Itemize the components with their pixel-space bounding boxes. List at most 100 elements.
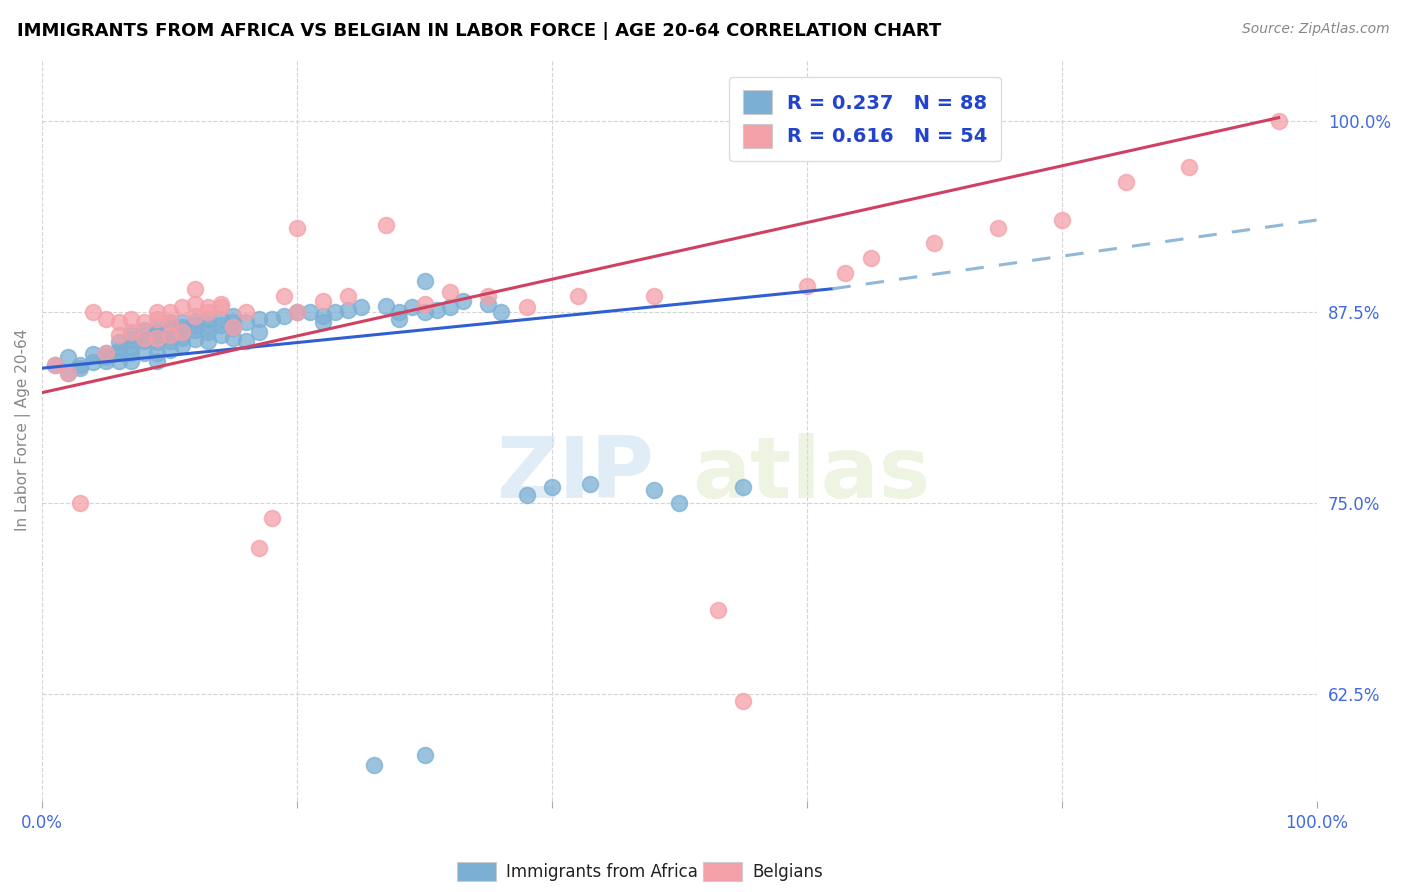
Point <box>44 358 66 372</box>
Point <box>107 327 129 342</box>
Point <box>184 297 207 311</box>
Point <box>197 318 219 333</box>
Point <box>120 346 142 360</box>
Point <box>159 304 181 318</box>
Point <box>222 310 245 324</box>
Point <box>107 353 129 368</box>
Point <box>222 331 245 345</box>
Point <box>120 325 142 339</box>
Point <box>132 323 155 337</box>
Legend: R = 0.237   N = 88, R = 0.616   N = 54: R = 0.237 N = 88, R = 0.616 N = 54 <box>728 77 1001 161</box>
Point <box>1267 113 1289 128</box>
Point <box>413 274 436 288</box>
Point <box>172 325 194 339</box>
Point <box>120 312 142 326</box>
Point <box>834 267 856 281</box>
Point <box>184 332 207 346</box>
Point <box>146 327 169 342</box>
Point <box>273 289 295 303</box>
Point <box>222 315 245 329</box>
Point <box>311 310 333 324</box>
Point <box>209 312 232 326</box>
Point <box>159 315 181 329</box>
Point <box>146 304 169 318</box>
Point <box>388 304 411 318</box>
Point <box>146 335 169 350</box>
Point <box>69 361 91 376</box>
Point <box>235 334 257 348</box>
Point <box>184 282 207 296</box>
Point <box>515 488 537 502</box>
Point <box>541 480 564 494</box>
Point <box>44 358 66 372</box>
Point <box>94 312 117 326</box>
Point <box>235 315 257 329</box>
Point <box>82 347 104 361</box>
Text: ZIP: ZIP <box>496 433 654 516</box>
Point <box>285 304 308 318</box>
Point <box>222 321 245 335</box>
Point <box>146 312 169 326</box>
Point <box>56 366 79 380</box>
Point <box>298 304 321 318</box>
Point <box>477 297 499 311</box>
Point <box>209 297 232 311</box>
Point <box>260 511 283 525</box>
Point <box>337 289 360 303</box>
Point <box>733 694 755 708</box>
Point <box>172 320 194 334</box>
Point <box>337 303 360 318</box>
Point <box>94 346 117 360</box>
Point <box>146 353 169 368</box>
Point <box>94 353 117 368</box>
Point <box>924 235 946 250</box>
Text: Source: ZipAtlas.com: Source: ZipAtlas.com <box>1241 22 1389 37</box>
Point <box>132 334 155 348</box>
Point <box>107 315 129 329</box>
Point <box>515 300 537 314</box>
Point <box>107 346 129 360</box>
Point <box>285 304 308 318</box>
Point <box>132 331 155 345</box>
Point <box>209 327 232 342</box>
Point <box>477 289 499 303</box>
Point <box>796 278 818 293</box>
Point <box>159 343 181 357</box>
Point <box>706 602 728 616</box>
Point <box>643 289 665 303</box>
Point <box>82 355 104 369</box>
Point <box>285 220 308 235</box>
Point <box>1178 160 1201 174</box>
Point <box>643 483 665 498</box>
Point <box>197 304 219 318</box>
Point <box>375 218 398 232</box>
Point <box>350 300 373 314</box>
Point <box>567 289 589 303</box>
Point <box>489 304 512 318</box>
Point <box>197 334 219 348</box>
Point <box>426 303 449 318</box>
Point <box>1050 213 1073 227</box>
Point <box>401 300 423 314</box>
Point <box>107 343 129 357</box>
Point <box>311 315 333 329</box>
Point <box>184 323 207 337</box>
Point <box>82 304 104 318</box>
Point <box>94 346 117 360</box>
Point <box>235 304 257 318</box>
Point <box>247 312 270 326</box>
Point <box>413 297 436 311</box>
Point <box>146 346 169 360</box>
Point <box>159 327 181 342</box>
Point <box>439 300 461 314</box>
Text: atlas: atlas <box>692 433 931 516</box>
Point <box>132 327 155 342</box>
Point <box>69 358 91 372</box>
Point <box>197 312 219 326</box>
Text: Belgians: Belgians <box>752 863 823 881</box>
Point <box>172 300 194 314</box>
Point <box>197 325 219 339</box>
Point <box>69 495 91 509</box>
Point <box>323 304 346 318</box>
Point <box>197 300 219 314</box>
